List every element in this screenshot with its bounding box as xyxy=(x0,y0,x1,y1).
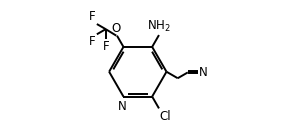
Text: N: N xyxy=(117,100,126,113)
Text: F: F xyxy=(89,35,96,48)
Text: N: N xyxy=(199,66,208,79)
Text: F: F xyxy=(102,40,109,54)
Text: O: O xyxy=(112,22,121,34)
Text: Cl: Cl xyxy=(160,110,171,123)
Text: F: F xyxy=(89,10,96,23)
Text: NH$_2$: NH$_2$ xyxy=(147,19,171,34)
